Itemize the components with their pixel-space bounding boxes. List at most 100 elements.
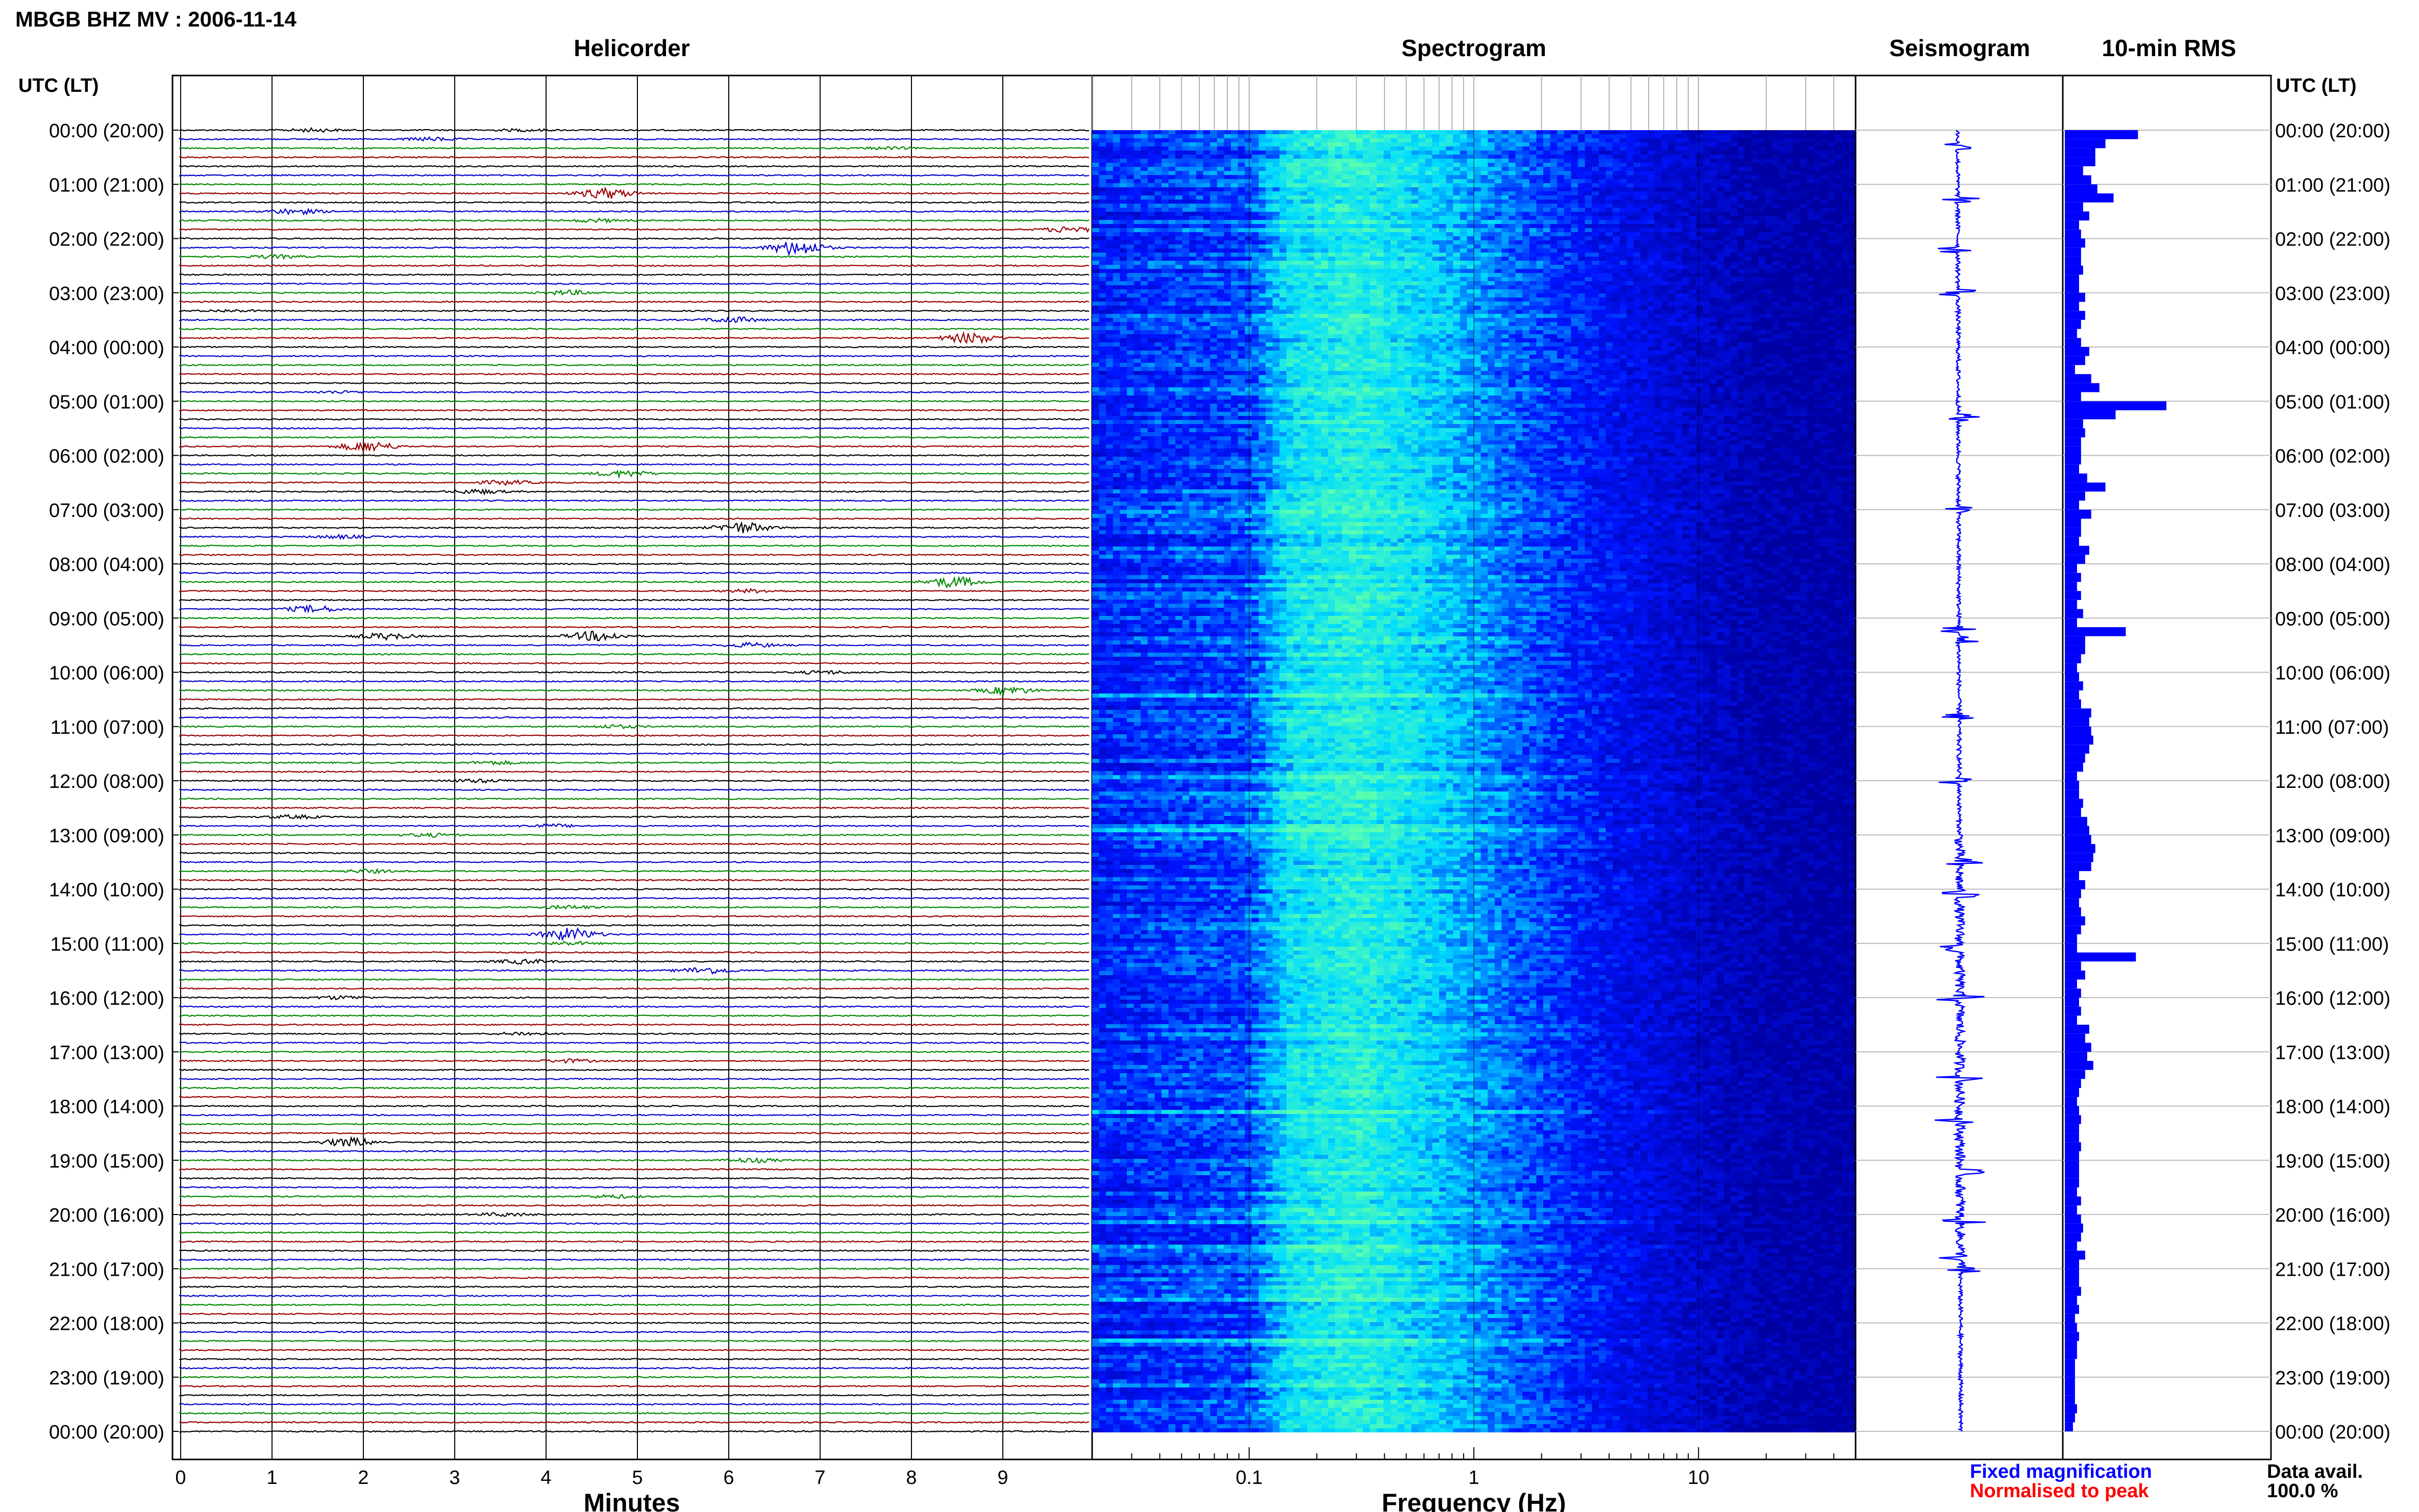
spectrogram-cell [1759, 293, 1766, 298]
spectrogram-cell [1182, 216, 1190, 220]
spectrogram-cell [1439, 285, 1446, 289]
spectrogram-cell [1273, 224, 1280, 228]
spectrogram-cell [1731, 134, 1738, 138]
spectrogram-cell [1363, 220, 1370, 224]
spectrogram-cell [1835, 240, 1842, 244]
spectrogram-cell [1835, 253, 1842, 257]
spectrogram-cell [1828, 236, 1835, 240]
spectrogram-cell [1238, 208, 1245, 212]
spectrogram-cell [1412, 191, 1419, 195]
spectrogram-cell [1585, 228, 1592, 232]
spectrogram-cell [1092, 130, 1099, 134]
spectrogram-cell [1279, 236, 1287, 240]
spectrogram-cell [1655, 220, 1662, 224]
spectrogram-cell [1404, 249, 1412, 253]
spectrogram-cell [1620, 293, 1627, 298]
spectrogram-cell [1848, 187, 1856, 191]
spectrogram-cell [1634, 261, 1641, 265]
spectrogram-cell [1453, 277, 1460, 281]
spectrogram-cell [1425, 224, 1433, 228]
spectrogram-cell [1363, 265, 1370, 269]
spectrogram-cell [1258, 302, 1266, 306]
spectrogram-cell [1245, 302, 1252, 306]
spectrogram-cell [1800, 306, 1807, 310]
spectrogram-cell [1335, 130, 1342, 134]
spectrogram-cell [1182, 281, 1190, 285]
spectrogram-cell [1696, 244, 1703, 249]
spectrogram-cell [1154, 204, 1162, 208]
spectrogram-cell [1154, 159, 1162, 163]
spectrogram-cell [1842, 273, 1849, 277]
spectrogram-cell [1550, 130, 1558, 134]
spectrogram-cell [1765, 138, 1772, 142]
spectrogram-cell [1342, 191, 1349, 195]
spectrogram-cell [1529, 228, 1537, 232]
spectrogram-cell [1092, 261, 1099, 265]
spectrogram-cell [1120, 281, 1127, 285]
spectrogram-cell [1682, 175, 1689, 179]
spectrogram-cell [1689, 224, 1696, 228]
spectrogram-cell [1328, 183, 1335, 187]
spectrogram-cell [1592, 261, 1599, 265]
spectrogram-cell [1120, 167, 1127, 171]
spectrogram-cell [1543, 232, 1550, 236]
spectrogram-cell [1460, 167, 1467, 171]
spectrogram-cell [1529, 261, 1537, 265]
spectrogram-cell [1689, 187, 1696, 191]
spectrogram-cell [1655, 138, 1662, 142]
spectrogram-cell [1279, 261, 1287, 265]
spectrogram-cell [1675, 155, 1682, 159]
spectrogram-cell [1634, 130, 1641, 134]
spectrogram-cell [1162, 224, 1169, 228]
spectrogram-cell [1703, 208, 1710, 212]
spectrogram-cell [1557, 163, 1564, 167]
spectrogram-cell [1696, 212, 1703, 216]
spectrogram-cell [1370, 138, 1377, 142]
spectrogram-cell [1182, 269, 1190, 273]
spectrogram-cell [1620, 253, 1627, 257]
spectrogram-cell [1266, 163, 1273, 167]
spectrogram-cell [1432, 285, 1439, 289]
spectrogram-cell [1432, 187, 1439, 191]
spectrogram-cell [1432, 261, 1439, 265]
spectrogram-cell [1266, 216, 1273, 220]
spectrogram-cell [1148, 159, 1155, 163]
spectrogram-cell [1543, 142, 1550, 146]
spectrogram-cell [1842, 195, 1849, 200]
spectrogram-cell [1765, 159, 1772, 163]
spectrogram-cell [1134, 232, 1141, 236]
spectrogram-cell [1377, 138, 1384, 142]
spectrogram-cell [1467, 204, 1474, 208]
spectrogram-cell [1738, 306, 1745, 310]
spectrogram-cell [1717, 244, 1724, 249]
spectrogram-cell [1307, 249, 1315, 253]
spectrogram-cell [1175, 224, 1182, 228]
spectrogram-cell [1307, 146, 1315, 151]
spectrogram-cell [1564, 293, 1571, 298]
spectrogram-cell [1439, 289, 1446, 293]
spectrogram-cell [1252, 151, 1259, 155]
spectrogram-cell [1432, 249, 1439, 253]
spectrogram-cell [1606, 232, 1613, 236]
spectrogram-cell [1425, 212, 1433, 216]
spectrogram-cell [1300, 249, 1307, 253]
spectrogram-cell [1759, 191, 1766, 195]
spectrogram-cell [1169, 187, 1176, 191]
spectrogram-cell [1550, 298, 1558, 302]
spectrogram-cell [1384, 240, 1391, 244]
spectrogram-cell [1203, 224, 1211, 228]
spectrogram-cell [1356, 293, 1363, 298]
spectrogram-cell [1113, 277, 1120, 281]
spectrogram-cell [1175, 253, 1182, 257]
spectrogram-cell [1377, 249, 1384, 253]
spectrogram-cell [1751, 208, 1759, 212]
spectrogram-cell [1196, 249, 1203, 253]
spectrogram-cell [1238, 130, 1245, 134]
spectrogram-cell [1578, 285, 1585, 289]
spectrogram-cell [1703, 306, 1710, 310]
spectrogram-cell [1522, 142, 1529, 146]
spectrogram-cell [1501, 163, 1509, 167]
spectrogram-cell [1626, 281, 1634, 285]
spectrogram-cell [1279, 204, 1287, 208]
rms-title: 10-min RMS [2102, 35, 2236, 61]
